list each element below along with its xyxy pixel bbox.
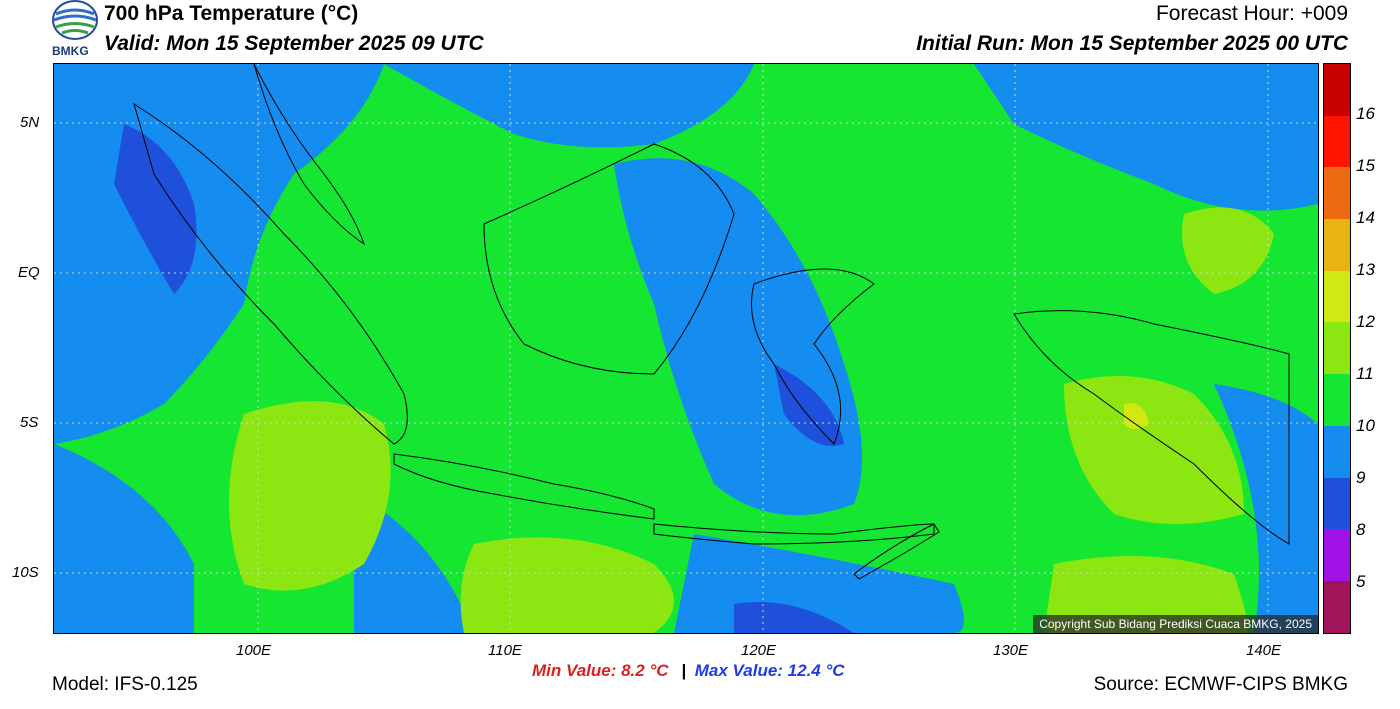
legend-swatch xyxy=(1324,477,1350,530)
temp-region-9-10-south xyxy=(54,444,194,633)
legend-label: 5 xyxy=(1356,572,1366,591)
bmkg-logo-icon xyxy=(52,0,98,40)
map-title: 700 hPa Temperature (°C) xyxy=(104,2,359,25)
legend-colorbar xyxy=(1323,63,1351,634)
temperature-field xyxy=(54,64,1318,633)
min-value: Min Value: 8.2 °C xyxy=(532,661,669,680)
copyright-note: Copyright Sub Bidang Prediksi Cuaca BMKG… xyxy=(1033,615,1318,633)
temp-region-8-9-sulawesi xyxy=(774,364,844,446)
source-label: Source: ECMWF-CIPS BMKG xyxy=(1093,674,1348,695)
lat-label-10s: 10S xyxy=(12,564,39,581)
legend-label: 12 xyxy=(1356,312,1375,331)
legend-swatch xyxy=(1324,425,1350,478)
valid-time: Valid: Mon 15 September 2025 09 UTC xyxy=(104,32,484,55)
max-value: Max Value: 12.4 °C xyxy=(694,661,845,680)
legend-label: 15 xyxy=(1356,156,1375,175)
graticule xyxy=(54,64,1318,633)
legend-label: 8 xyxy=(1356,520,1366,539)
temp-region-9-10-south-mid xyxy=(354,494,474,633)
lon-label-120e: 120E xyxy=(741,642,777,659)
temp-region-9-10-far-east xyxy=(1214,384,1318,633)
coastline-timor xyxy=(853,523,940,580)
map-frame: Copyright Sub Bidang Prediksi Cuaca BMKG… xyxy=(53,63,1319,634)
min-max-values: Min Value: 8.2 °C | Max Value: 12.4 °C xyxy=(532,661,845,681)
temp-region-11-12-east xyxy=(1064,376,1244,524)
coastline-lesser-sunda xyxy=(653,523,935,545)
logo-text: BMKG xyxy=(52,44,89,58)
legend-label: 9 xyxy=(1356,468,1366,487)
coastline-java xyxy=(393,453,655,520)
temp-region-11-12-south xyxy=(460,537,674,633)
lon-label-110e: 110E xyxy=(488,642,522,659)
temp-region-12-13-patch xyxy=(1124,403,1149,429)
value-separator: | xyxy=(681,661,687,680)
legend-label: 11 xyxy=(1356,364,1374,383)
legend-swatch xyxy=(1324,64,1350,116)
initial-run: Initial Run: Mon 15 September 2025 00 UT… xyxy=(916,32,1348,55)
lat-label-5s: 5S xyxy=(20,414,39,431)
lat-label-5n: 5N xyxy=(20,114,40,131)
coastline-sulawesi xyxy=(751,268,875,445)
lat-label-eq: EQ xyxy=(18,264,40,281)
forecast-hour: Forecast Hour: +009 xyxy=(1155,2,1348,25)
legend-swatch xyxy=(1324,270,1350,323)
lon-label-100e: 100E xyxy=(236,642,272,659)
coastlines xyxy=(133,64,1290,580)
legend-label: 16 xyxy=(1356,104,1375,123)
coastline-borneo xyxy=(483,143,735,375)
legend-swatch xyxy=(1324,529,1350,581)
temp-region-11-12-ne xyxy=(1182,207,1274,294)
legend-label: 10 xyxy=(1356,416,1375,435)
bmkg-logo: BMKG xyxy=(50,0,100,62)
temp-region-9-10-north xyxy=(384,64,754,148)
temp-region-8-9-south xyxy=(734,601,854,633)
temp-region-8-9-west xyxy=(114,124,197,294)
legend-swatch xyxy=(1324,167,1350,220)
temp-region-9-10-east xyxy=(974,64,1318,211)
coastline-sumatra xyxy=(133,102,408,445)
model-label: Model: IFS-0.125 xyxy=(52,674,198,695)
legend-swatch xyxy=(1324,115,1350,168)
legend-swatch xyxy=(1324,580,1350,633)
legend-swatch xyxy=(1324,322,1350,375)
coastline-malay-peninsula xyxy=(253,64,365,246)
legend-swatch xyxy=(1324,219,1350,271)
temp-region-11-12-sw xyxy=(229,401,391,591)
temp-region-11-12-se xyxy=(1044,556,1248,633)
lon-label-130e: 130E xyxy=(993,642,1029,659)
lon-label-140e: 140E xyxy=(1246,642,1282,659)
legend-label: 14 xyxy=(1356,208,1375,227)
legend-swatch xyxy=(1324,374,1350,426)
coastline-new-guinea xyxy=(1013,310,1290,545)
legend-label: 13 xyxy=(1356,260,1375,279)
